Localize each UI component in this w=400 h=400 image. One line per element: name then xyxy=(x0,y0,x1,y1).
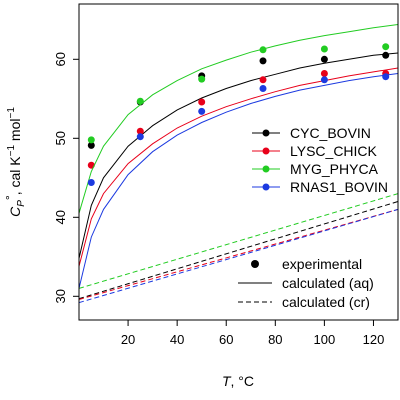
legend-label-lysc-chick: LYSC_CHICK xyxy=(290,143,378,159)
legend-marker-rnas1-bovin xyxy=(262,183,270,191)
point-lysc-chick-3 xyxy=(259,76,267,84)
y-axis-label: CP°, cal K−1 mol−1 xyxy=(3,107,27,217)
x-axis-label: T, °C xyxy=(222,373,254,389)
legend-label-cyc-bovin: CYC_BOVIN xyxy=(290,125,371,141)
point-rnas1-bovin-2 xyxy=(198,107,206,115)
point-rnas1-bovin-0 xyxy=(87,179,95,186)
legend-top: CYC_BOVIN LYSC_CHICK MYG_PHYCA RNAS1_BOVIN xyxy=(252,125,388,195)
point-lysc-chick-2 xyxy=(198,98,206,106)
legend-marker-myg-phyca xyxy=(262,165,270,173)
x-tick-label-80: 80 xyxy=(268,332,282,347)
y-axis-label-var: C xyxy=(7,206,23,217)
point-lysc-chick-1 xyxy=(136,127,144,135)
legend-label-myg-phyca: MYG_PHYCA xyxy=(290,161,379,177)
y-axis-label-sup: ° xyxy=(3,195,17,200)
legend-label-calculated-cr: calculated (cr) xyxy=(282,294,370,310)
x-tick-label-100: 100 xyxy=(314,332,336,347)
legend-bottom: experimental calculated (aq) calculated (c… xyxy=(238,256,374,310)
series-layer xyxy=(79,24,398,304)
y-axis-label-units-sup1: −1 xyxy=(6,145,17,157)
legend-label-rnas1-bovin: RNAS1_BOVIN xyxy=(290,179,388,195)
point-rnas1-bovin-5 xyxy=(382,73,390,81)
y-axis-label-units-sup2: −1 xyxy=(6,107,17,119)
point-cyc-bovin-5 xyxy=(382,51,390,59)
y-axis-label-units: , cal K xyxy=(7,156,23,196)
point-rnas1-bovin-1 xyxy=(136,133,144,141)
point-myg-phyca-1 xyxy=(136,97,144,105)
point-lysc-chick-0 xyxy=(87,161,95,169)
y-tick-label-50: 50 xyxy=(53,131,68,145)
point-myg-phyca-5 xyxy=(382,43,390,51)
x-tick-label-120: 120 xyxy=(363,332,385,347)
x-axis-label-var: T xyxy=(222,373,232,389)
x-tick-label-40: 40 xyxy=(170,332,184,347)
x-tick-label-20: 20 xyxy=(121,332,135,347)
legend-marker-lysc-chick xyxy=(262,147,270,155)
cr-line-lysc-chick xyxy=(79,208,398,300)
aq-line-cyc-bovin xyxy=(79,52,398,259)
point-myg-phyca-0 xyxy=(87,136,95,144)
point-myg-phyca-3 xyxy=(259,46,267,54)
y-axis-label-sub: P xyxy=(16,200,27,207)
y-tick-label-40: 40 xyxy=(53,210,68,224)
point-myg-phyca-2 xyxy=(198,75,206,83)
x-axis-label-unit: , °C xyxy=(231,373,255,389)
plot-frame xyxy=(78,3,399,321)
legend-label-experimental: experimental xyxy=(282,256,362,272)
point-myg-phyca-4 xyxy=(320,45,328,53)
point-rnas1-bovin-4 xyxy=(320,76,328,84)
y-tick-label-60: 60 xyxy=(53,52,68,66)
y-tick-label-30: 30 xyxy=(53,289,68,303)
legend-marker-cyc-bovin xyxy=(262,129,270,137)
x-tick-label-60: 60 xyxy=(219,332,233,347)
cr-line-rnas1-bovin xyxy=(79,208,398,304)
legend-marker-experimental xyxy=(251,260,259,268)
point-rnas1-bovin-3 xyxy=(259,85,267,92)
axis-layer: 20 40 60 80 100 120 30 40 50 60 xyxy=(53,52,384,347)
aq-line-lysc-chick xyxy=(79,67,398,267)
point-cyc-bovin-4 xyxy=(320,55,328,63)
point-cyc-bovin-3 xyxy=(259,57,267,65)
point-cyc-bovin-0 xyxy=(87,141,95,149)
aq-line-rnas1-bovin xyxy=(79,73,398,289)
aq-line-myg-phyca xyxy=(79,24,398,214)
point-lysc-chick-4 xyxy=(320,70,328,77)
y-axis-label-units-mid: mol xyxy=(7,119,23,145)
legend-label-calculated-aq: calculated (aq) xyxy=(282,275,374,291)
